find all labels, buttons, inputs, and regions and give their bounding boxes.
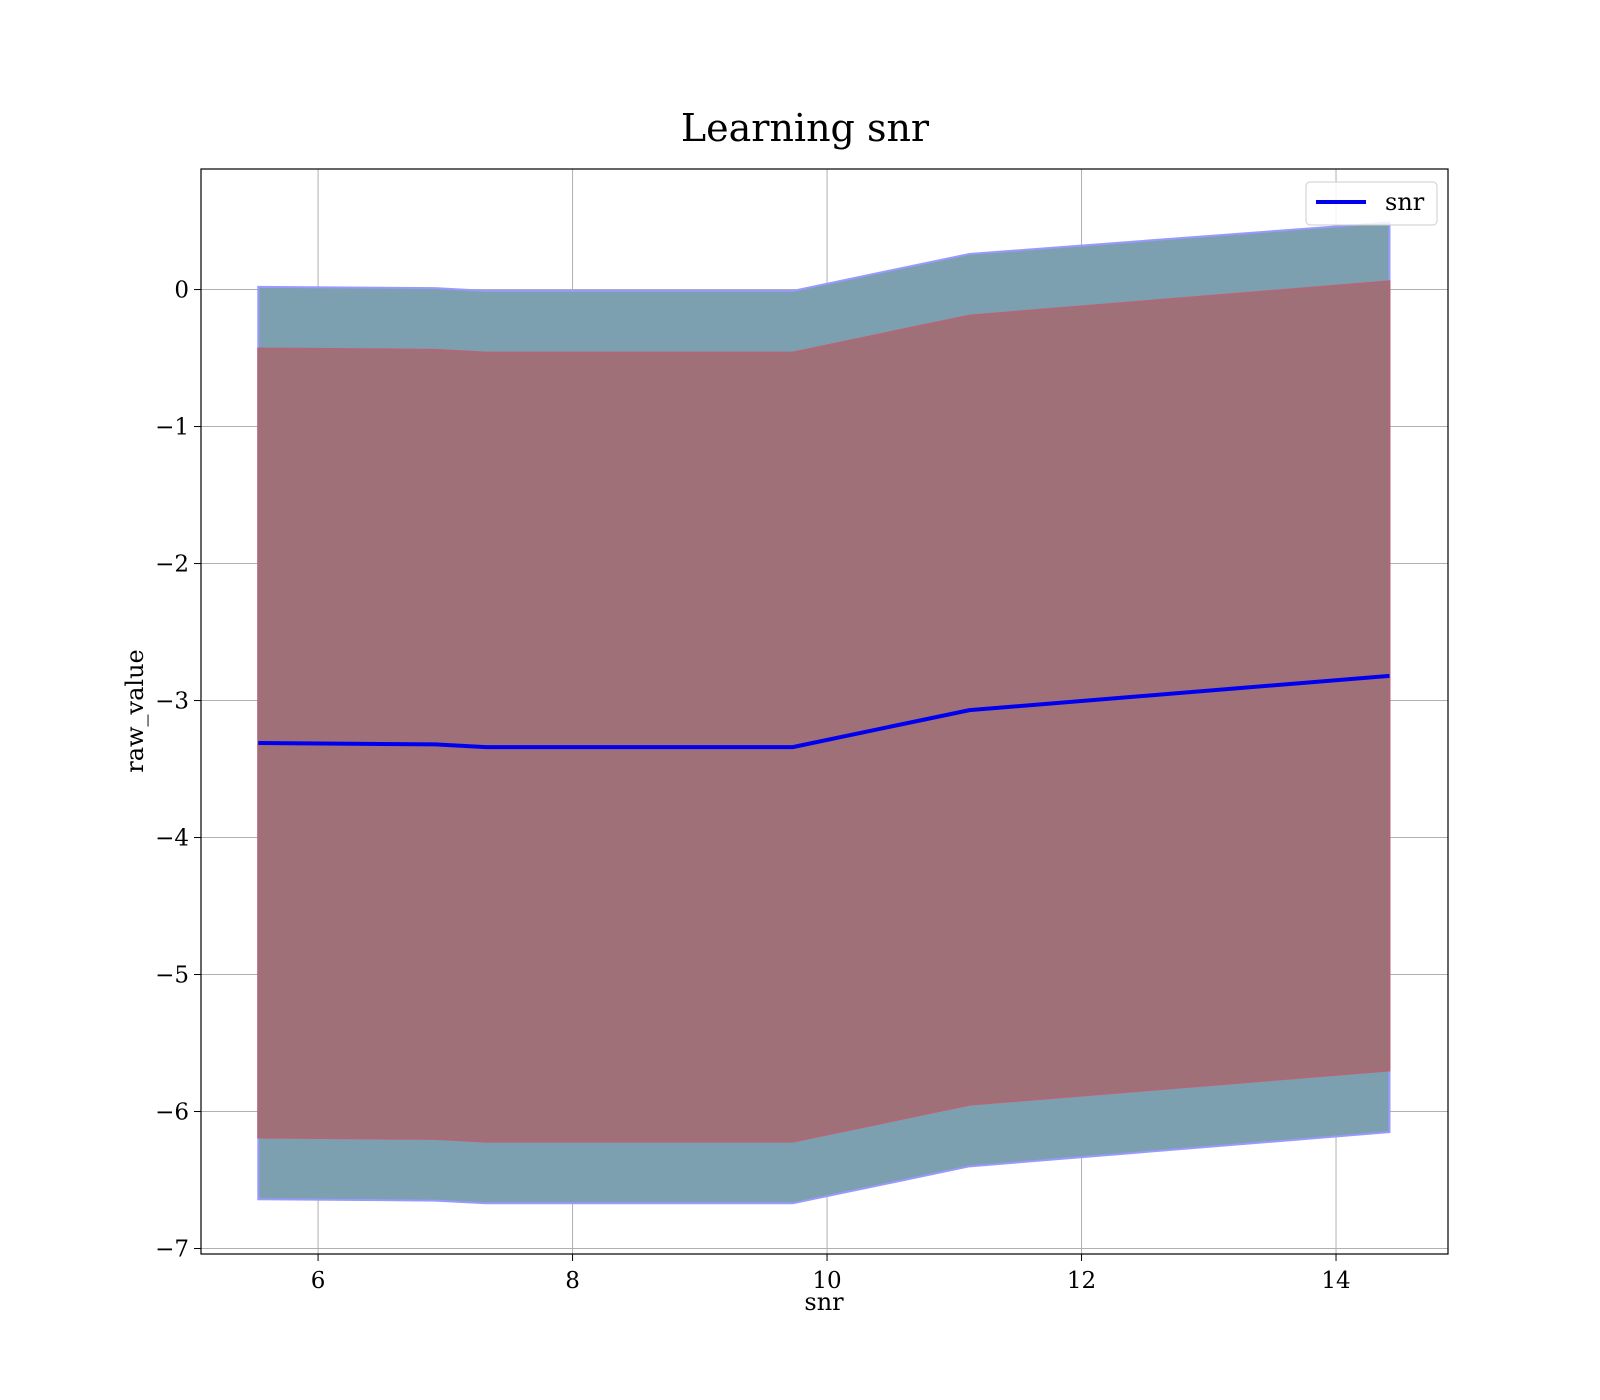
x-tick-label: 8 [565, 1268, 580, 1294]
y-tick-label: −3 [155, 689, 189, 715]
x-tick-label: 6 [311, 1268, 326, 1294]
y-tick-label: −7 [155, 1237, 189, 1263]
x-tick-label: 12 [1067, 1268, 1096, 1294]
axis-ticks: 6 8 10 12 14 0 −1 −2 −3 −4 −5 −6 −7 [155, 278, 1351, 1294]
y-tick-label: 0 [174, 278, 189, 304]
y-tick-label: −4 [155, 826, 189, 852]
x-tick-label: 14 [1321, 1268, 1350, 1294]
y-tick-label: −6 [155, 1100, 189, 1126]
legend-label-snr: snr [1385, 188, 1425, 216]
confidence-bands [257, 221, 1391, 1205]
y-tick-label: −1 [155, 415, 189, 441]
x-axis-label: snr [804, 1288, 844, 1316]
x-tick-label: 10 [812, 1268, 841, 1294]
plot-frame [200, 168, 1449, 1255]
series-lines [258, 673, 1390, 750]
y-tick-label: −2 [155, 552, 189, 578]
confidence-band-2 [257, 280, 1391, 1143]
chart-title: Learning snr [681, 106, 930, 150]
legend: snr [1305, 181, 1438, 226]
series-line-snr [258, 673, 1390, 750]
y-axis-label: raw_value [121, 649, 149, 773]
legend-box [1305, 181, 1438, 226]
y-tick-label: −5 [155, 963, 189, 989]
